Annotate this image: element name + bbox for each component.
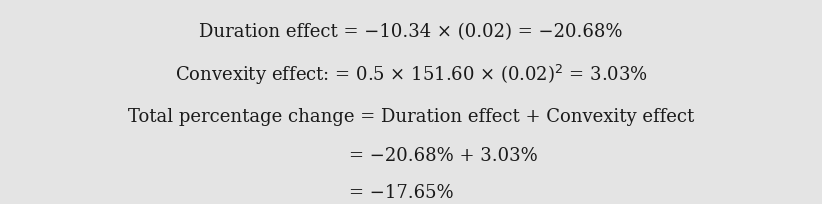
Text: Convexity effect: = 0.5 × 151.60 × (0.02)$^2$ = 3.03%: Convexity effect: = 0.5 × 151.60 × (0.02… (174, 62, 648, 86)
Text: = −20.68% + 3.03%: = −20.68% + 3.03% (349, 147, 538, 165)
Text: Total percentage change = Duration effect + Convexity effect: Total percentage change = Duration effec… (128, 108, 694, 126)
Text: Duration effect = −10.34 × (0.02) = −20.68%: Duration effect = −10.34 × (0.02) = −20.… (199, 23, 623, 41)
Text: = −17.65%: = −17.65% (349, 184, 454, 202)
